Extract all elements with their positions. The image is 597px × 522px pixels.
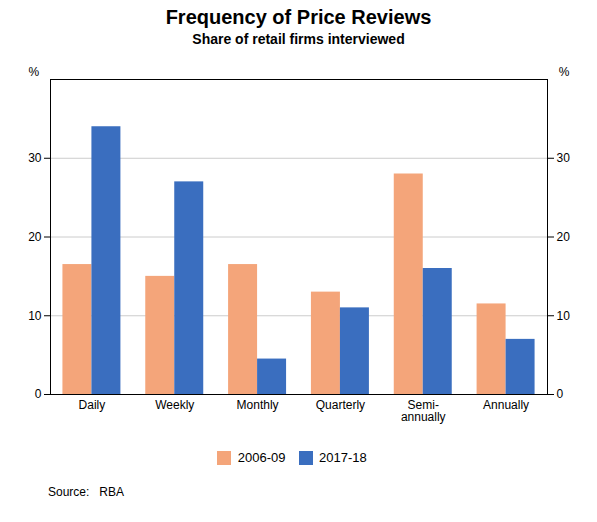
svg-text:Weekly: Weekly bbox=[155, 398, 194, 412]
svg-text:10: 10 bbox=[557, 309, 571, 323]
svg-text:10: 10 bbox=[28, 309, 42, 323]
svg-text:30: 30 bbox=[28, 151, 42, 165]
svg-text:0: 0 bbox=[35, 387, 42, 401]
svg-text:%: % bbox=[29, 65, 40, 79]
html-text:Share of retail firms intervie: Share of retail firms interviewed bbox=[192, 31, 405, 47]
svg-text:Annually: Annually bbox=[483, 398, 529, 412]
svg-text:30: 30 bbox=[557, 151, 571, 165]
svg-text:Monthly: Monthly bbox=[237, 398, 279, 412]
svg-text:20: 20 bbox=[28, 230, 42, 244]
svg-text:20: 20 bbox=[557, 230, 571, 244]
svg-text:Semi-annually: Semi-annually bbox=[401, 398, 446, 424]
svg-text:Daily: Daily bbox=[79, 398, 106, 412]
html-text:Source: RBA: Source: RBA bbox=[48, 484, 124, 499]
svg-text:0: 0 bbox=[557, 387, 564, 401]
html-text:2017-18: 2017-18 bbox=[319, 450, 367, 465]
html-text:Frequency of Price Reviews: Frequency of Price Reviews bbox=[165, 6, 432, 28]
html-text:2006-09: 2006-09 bbox=[237, 450, 286, 465]
svg-text:Quarterly: Quarterly bbox=[316, 398, 365, 412]
svg-text:%: % bbox=[559, 65, 570, 79]
